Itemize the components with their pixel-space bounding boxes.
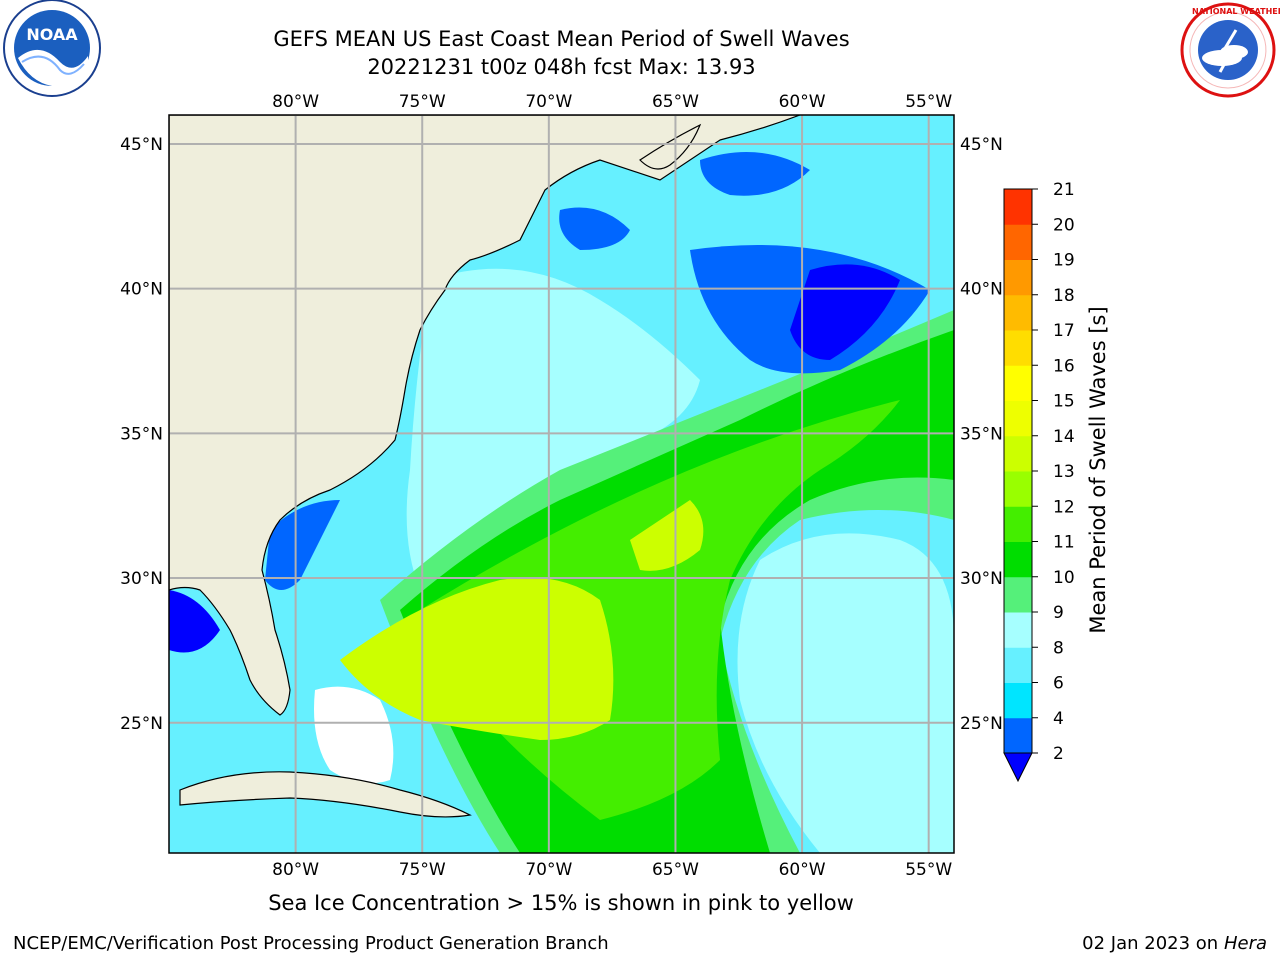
swell-band-low-2-4s-gulfmaine bbox=[559, 207, 630, 250]
swell-band-12-13s-small bbox=[630, 500, 704, 571]
lon-tick-top: 70°W bbox=[525, 92, 572, 112]
lat-tick-left: 45°N bbox=[120, 135, 163, 155]
colorbar-under-arrow bbox=[1003, 752, 1033, 783]
lon-tick-top: 60°W bbox=[779, 92, 826, 112]
colorbar-tick-label: 12 bbox=[1053, 497, 1075, 517]
colorbar-tick-label: 16 bbox=[1053, 356, 1075, 376]
colorbar-segment bbox=[1004, 400, 1032, 437]
swell-band-low-2-4s-carolina bbox=[265, 500, 340, 590]
lat-tick-left: 35°N bbox=[120, 424, 163, 444]
sea-ice-note: Sea Ice Concentration > 15% is shown in … bbox=[268, 891, 854, 915]
lat-tick-right: 45°N bbox=[960, 135, 1003, 155]
lat-tick-left: 30°N bbox=[120, 569, 163, 589]
lat-tick-right: 30°N bbox=[960, 569, 1003, 589]
colorbar-tick-label: 2 bbox=[1053, 744, 1064, 764]
map-grid bbox=[169, 115, 954, 853]
colorbar-segment bbox=[1004, 224, 1032, 260]
date-line: 02 Jan 2023 on Hera bbox=[1082, 933, 1267, 954]
colorbar-tick-label: 21 bbox=[1053, 180, 1075, 200]
colorbar-segment bbox=[1004, 259, 1032, 296]
colorbar-segment bbox=[1004, 717, 1032, 754]
colorbar-tick-label: 18 bbox=[1053, 286, 1075, 306]
colorbar-tick-label: 17 bbox=[1053, 321, 1075, 341]
lon-tick-bottom: 70°W bbox=[525, 860, 572, 880]
noaa-logo: NOAA bbox=[3, 0, 101, 97]
credit-line: NCEP/EMC/Verification Post Processing Pr… bbox=[13, 933, 609, 954]
date-text: 02 Jan 2023 on bbox=[1082, 933, 1224, 954]
lon-tick-bottom: 55°W bbox=[905, 860, 952, 880]
lat-tick-right: 25°N bbox=[960, 714, 1003, 734]
colorbar-tick-label: 4 bbox=[1053, 709, 1064, 729]
colorbar-tick-label: 8 bbox=[1053, 638, 1064, 658]
colorbar-tick-label: 9 bbox=[1053, 603, 1064, 623]
lat-tick-right: 35°N bbox=[960, 424, 1003, 444]
land-north-america bbox=[169, 115, 801, 716]
lon-tick-top: 75°W bbox=[399, 92, 446, 112]
map-frame bbox=[168, 114, 955, 854]
unfilled-bahamas bbox=[314, 686, 394, 784]
colorbar-tick-label: 15 bbox=[1053, 392, 1075, 412]
colorbar-tick-label: 11 bbox=[1053, 533, 1075, 553]
map-title: GEFS MEAN US East Coast Mean Period of S… bbox=[273, 27, 850, 51]
land-cuba bbox=[179, 771, 472, 818]
noaa-logo-text: NOAA bbox=[26, 25, 78, 44]
swell-band-8-9s-east bbox=[737, 533, 954, 853]
colorbar-label: Mean Period of Swell Waves [s] bbox=[1086, 306, 1110, 634]
swell-band-12-13s bbox=[340, 577, 614, 740]
colorbar-tick-label: 20 bbox=[1053, 215, 1075, 235]
colorbar-tick-label: 14 bbox=[1053, 427, 1075, 447]
colorbar-segment bbox=[1004, 471, 1032, 507]
colorbar-segment bbox=[1004, 365, 1032, 401]
lon-tick-bottom: 60°W bbox=[779, 860, 826, 880]
colorbar-segment bbox=[1004, 541, 1032, 578]
swell-band-low-2-4s-nova bbox=[700, 152, 810, 196]
map-tick-labels: 80°W 80°W 75°W 75°W 70°W 70°W 65°W 65°W 60°W 60°W… bbox=[120, 92, 1003, 880]
colorbar-tick-label: 19 bbox=[1053, 251, 1075, 271]
machine-name: Hera bbox=[1223, 933, 1267, 954]
lon-tick-bottom: 65°W bbox=[652, 860, 699, 880]
nws-logo: NATIONAL WEATHER SERVICE bbox=[1180, 2, 1280, 98]
colorbar-segment bbox=[1004, 682, 1032, 719]
lat-tick-left: 40°N bbox=[120, 280, 163, 300]
lon-tick-top: 55°W bbox=[905, 92, 952, 112]
colorbar-segment bbox=[1004, 330, 1032, 366]
colorbar-segment bbox=[1004, 576, 1032, 613]
lat-tick-left: 25°N bbox=[120, 714, 163, 734]
lon-tick-bottom: 80°W bbox=[272, 860, 319, 880]
map-subtitle: 20221231 t00z 048h fcst Max: 13.93 bbox=[367, 55, 756, 79]
colorbar-segment bbox=[1004, 435, 1032, 472]
colorbar-tick-label: 6 bbox=[1053, 674, 1064, 694]
lon-tick-top: 65°W bbox=[652, 92, 699, 112]
colorbar-segment bbox=[1004, 294, 1032, 331]
colorbar-segment bbox=[1004, 612, 1032, 648]
colorbar-segment bbox=[1004, 506, 1032, 542]
swell-band-gulf-low bbox=[169, 590, 220, 653]
colorbar-tick-label: 13 bbox=[1053, 462, 1075, 482]
nws-logo-text: NATIONAL WEATHER SERVICE bbox=[1192, 7, 1280, 16]
lon-tick-bottom: 75°W bbox=[399, 860, 446, 880]
colorbar-segment bbox=[1004, 189, 1032, 225]
colorbar-segment bbox=[1004, 647, 1032, 683]
lon-tick-top: 80°W bbox=[272, 92, 319, 112]
lat-tick-right: 40°N bbox=[960, 280, 1003, 300]
colorbar-tick-label: 10 bbox=[1053, 568, 1075, 588]
swell-band-8-9s bbox=[406, 268, 700, 590]
